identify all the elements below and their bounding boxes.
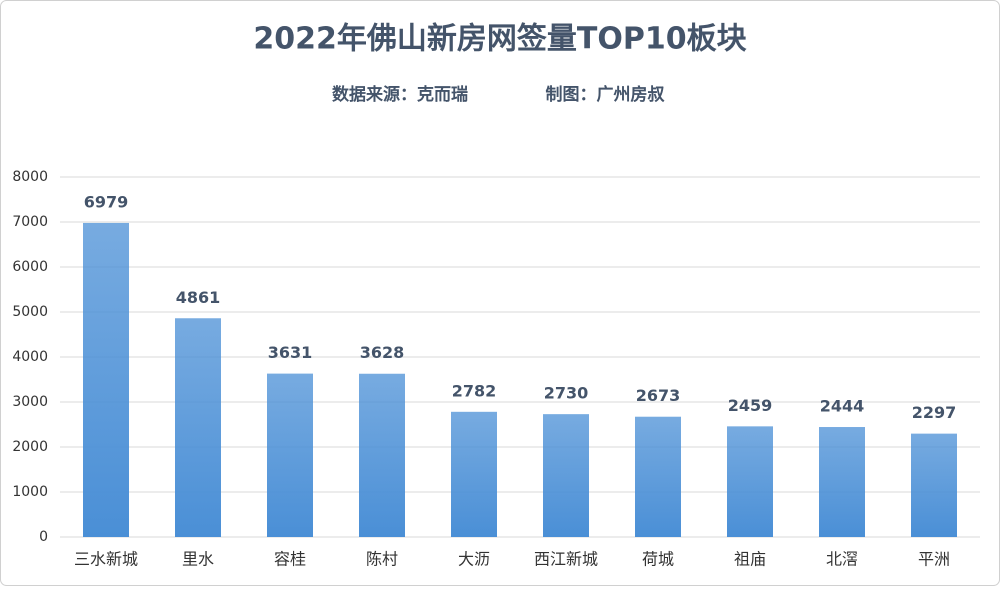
- bar: [819, 427, 865, 537]
- bar: [175, 318, 221, 537]
- value-label: 2782: [452, 381, 497, 400]
- x-tick-label: 里水: [182, 550, 214, 569]
- x-tick-label: 荷城: [642, 550, 674, 569]
- bar: [451, 411, 497, 537]
- x-tick-label: 大沥: [458, 550, 490, 569]
- source: 数据来源：克而瑞: [332, 84, 468, 105]
- bar: [359, 373, 405, 537]
- value-label: 2444: [820, 397, 865, 416]
- value-label: 2673: [636, 386, 681, 405]
- value-label: 6979: [84, 192, 129, 211]
- bar: [543, 414, 589, 537]
- x-tick-label: 容桂: [274, 550, 306, 569]
- y-tick-label: 0: [39, 529, 48, 545]
- y-tick-label: 2000: [12, 439, 48, 455]
- bar: [635, 416, 681, 537]
- value-label: 3628: [360, 343, 405, 362]
- bar: [267, 373, 313, 537]
- bar: [83, 222, 129, 537]
- y-tick-label: 7000: [12, 214, 48, 230]
- x-tick-label: 北滘: [826, 550, 858, 569]
- x-tick-label: 平洲: [918, 550, 950, 569]
- y-tick-label: 6000: [12, 259, 48, 275]
- y-tick-label: 4000: [12, 349, 48, 365]
- y-tick-label: 3000: [12, 394, 48, 410]
- y-tick-label: 8000: [12, 169, 48, 185]
- credit: 制图：广州房叔: [546, 84, 666, 105]
- value-label: 4861: [176, 288, 221, 307]
- value-label: 2730: [544, 384, 589, 403]
- x-tick-label: 祖庙: [734, 550, 766, 569]
- chart-title: 2022年佛山新房网签量TOP10板块: [253, 22, 746, 57]
- bar: [911, 433, 957, 537]
- value-label: 2297: [912, 403, 957, 422]
- x-tick-label: 西江新城: [534, 550, 598, 569]
- x-tick-label: 陈村: [366, 550, 398, 569]
- y-tick-label: 5000: [12, 304, 48, 320]
- y-tick-label: 1000: [12, 484, 48, 500]
- bar: [727, 426, 773, 537]
- value-label: 2459: [728, 396, 773, 415]
- value-label: 3631: [268, 343, 313, 362]
- x-tick-label: 三水新城: [74, 550, 138, 569]
